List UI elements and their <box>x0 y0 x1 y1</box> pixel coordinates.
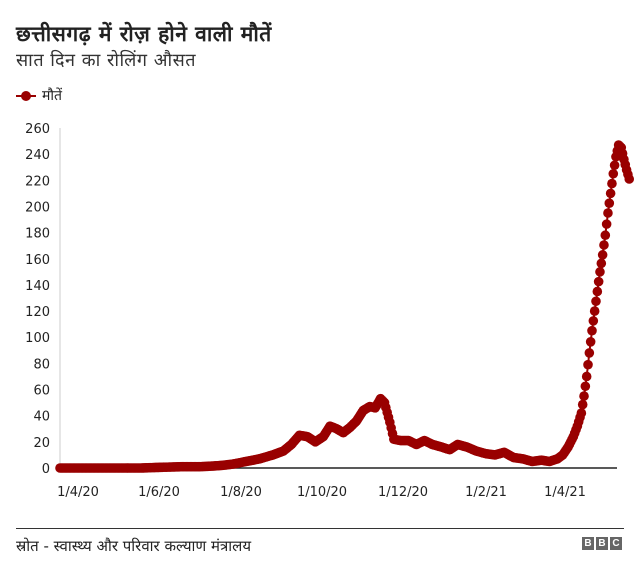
y-tick-label: 60 <box>33 384 50 399</box>
y-tick-label: 100 <box>25 331 50 346</box>
deaths-series <box>55 140 635 473</box>
y-axis: 0 20 40 60 80 100 120 140 160 180 200 220 240 260 <box>25 122 61 477</box>
bbc-logo-letter: B <box>582 537 594 550</box>
chart-title: छत्तीसगढ़ में रोज़ होने वाली मौतें <box>16 22 272 46</box>
y-tick-label: 140 <box>25 279 50 294</box>
y-tick-label: 240 <box>25 148 50 163</box>
y-tick-label: 120 <box>25 305 50 320</box>
y-tick-label: 80 <box>33 357 50 372</box>
x-tick-label: 1/10/20 <box>297 485 347 500</box>
x-axis: 1/4/20 1/6/20 1/8/20 1/10/20 1/12/20 1/2/21 1/… <box>57 467 617 500</box>
footer-divider <box>16 528 624 529</box>
bbc-logo: B B C <box>582 537 622 550</box>
y-tick-label: 0 <box>42 462 50 477</box>
y-tick-label: 180 <box>25 227 50 242</box>
bbc-logo-letter: C <box>610 537 622 550</box>
bbc-logo-letter: B <box>596 537 608 550</box>
y-tick-label: 200 <box>25 200 50 215</box>
x-tick-label: 1/4/20 <box>57 485 99 500</box>
source-text: स्रोत - स्वास्थ्य और परिवार कल्याण मंत्र… <box>16 537 252 555</box>
legend: मौतें <box>16 86 62 105</box>
line-chart: 0 20 40 60 80 100 120 140 160 180 200 220 240 260 1/4… <box>25 122 635 500</box>
x-tick-label: 1/12/20 <box>378 485 428 500</box>
y-tick-label: 160 <box>25 253 50 268</box>
x-tick-label: 1/4/21 <box>544 485 586 500</box>
x-tick-label: 1/2/21 <box>465 485 507 500</box>
x-tick-label: 1/6/20 <box>138 485 180 500</box>
y-tick-label: 220 <box>25 174 50 189</box>
y-tick-label: 260 <box>25 122 50 137</box>
y-tick-label: 20 <box>33 436 50 451</box>
legend-marker-icon <box>16 90 36 101</box>
y-tick-label: 40 <box>33 410 50 425</box>
legend-label: मौतें <box>42 88 62 104</box>
chart-subtitle: सात दिन का रोलिंग औसत <box>16 50 197 71</box>
x-tick-label: 1/8/20 <box>220 485 262 500</box>
